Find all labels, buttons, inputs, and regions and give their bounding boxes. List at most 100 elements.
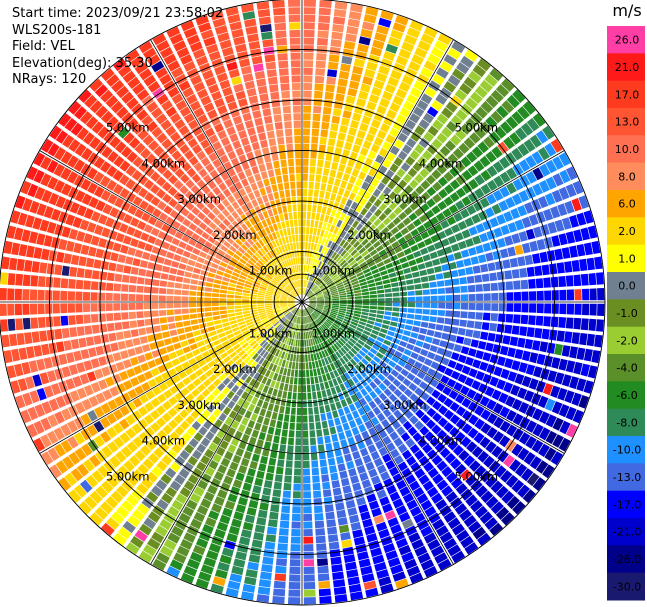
velocity-gate <box>419 269 428 277</box>
velocity-gate <box>50 383 61 396</box>
velocity-gate <box>249 302 257 305</box>
velocity-gate <box>511 479 525 493</box>
velocity-gate <box>262 341 269 349</box>
velocity-gate <box>196 443 207 454</box>
velocity-gate <box>180 420 190 431</box>
velocity-gate <box>344 141 353 151</box>
velocity-gate <box>75 279 84 290</box>
velocity-gate <box>294 249 297 258</box>
velocity-gate <box>15 273 24 286</box>
velocity-gate <box>305 354 308 362</box>
velocity-gate <box>480 183 491 195</box>
velocity-gate <box>167 532 181 544</box>
velocity-gate <box>211 388 221 397</box>
velocity-gate <box>414 387 424 397</box>
velocity-gate <box>259 257 267 265</box>
velocity-gate <box>288 305 296 309</box>
velocity-gate <box>490 480 504 494</box>
velocity-gate <box>75 314 84 325</box>
velocity-gate <box>413 106 425 117</box>
velocity-gate <box>382 141 392 151</box>
velocity-gate <box>258 212 265 221</box>
velocity-gate <box>496 237 506 248</box>
velocity-gate <box>161 138 173 150</box>
velocity-gate <box>180 539 193 550</box>
velocity-gate <box>352 450 361 460</box>
velocity-gate <box>214 369 223 378</box>
velocity-gate <box>479 396 490 407</box>
velocity-gate <box>415 256 424 264</box>
velocity-gate <box>243 313 251 318</box>
velocity-gate <box>564 261 573 273</box>
velocity-gate <box>385 335 394 342</box>
velocity-gate <box>226 264 235 271</box>
velocity-gate <box>320 367 325 375</box>
velocity-gate <box>264 361 271 369</box>
velocity-gate <box>550 451 563 466</box>
velocity-gate <box>554 372 565 385</box>
velocity-gate <box>302 226 306 234</box>
velocity-gate <box>182 283 190 290</box>
velocity-gate <box>409 506 422 517</box>
velocity-gate <box>378 528 390 539</box>
velocity-gate <box>330 336 337 343</box>
velocity-gate <box>462 410 473 421</box>
velocity-gate <box>249 296 257 300</box>
velocity-gate <box>200 139 211 149</box>
velocity-gate <box>168 244 178 253</box>
velocity-gate <box>370 298 378 302</box>
velocity-gate <box>578 395 589 409</box>
velocity-gate <box>207 484 218 495</box>
velocity-gate <box>74 401 86 414</box>
velocity-gate <box>272 106 282 115</box>
velocity-gate <box>306 281 310 288</box>
velocity-gate <box>175 247 184 256</box>
velocity-gate <box>525 155 537 168</box>
velocity-gate <box>235 238 243 246</box>
velocity-gate <box>409 393 419 403</box>
velocity-gate <box>375 318 383 323</box>
velocity-gate <box>574 289 582 301</box>
velocity-gate <box>193 107 205 118</box>
velocity-gate <box>332 300 340 302</box>
velocity-gate <box>68 451 81 465</box>
velocity-gate <box>342 390 350 399</box>
velocity-gate <box>542 464 555 479</box>
velocity-gate <box>361 264 369 271</box>
velocity-gate <box>159 518 172 531</box>
velocity-gate <box>171 525 184 537</box>
velocity-gate <box>308 306 315 311</box>
velocity-gate <box>281 359 286 368</box>
velocity-gate <box>346 413 354 422</box>
velocity-gate <box>482 352 492 362</box>
velocity-gate <box>79 479 93 493</box>
velocity-gate <box>305 288 309 296</box>
velocity-gate <box>90 235 100 246</box>
velocity-gate <box>344 316 352 321</box>
velocity-gate <box>286 452 294 461</box>
velocity-gate <box>232 271 240 278</box>
velocity-gate <box>106 413 117 425</box>
velocity-gate <box>74 143 87 157</box>
velocity-gate <box>54 264 63 276</box>
velocity-gate <box>105 240 115 250</box>
velocity-gate <box>105 217 115 228</box>
velocity-gate <box>335 502 345 511</box>
velocity-gate <box>532 408 543 421</box>
velocity-gate <box>302 415 308 423</box>
velocity-gate <box>321 237 326 246</box>
velocity-gate <box>18 347 28 360</box>
velocity-gate <box>249 217 257 226</box>
velocity-gate <box>470 256 479 265</box>
velocity-gate <box>457 268 466 277</box>
velocity-gate <box>392 307 400 312</box>
colorbar-tick-label: -26.0 <box>613 553 641 566</box>
velocity-gate <box>524 202 535 214</box>
velocity-gate <box>233 36 246 46</box>
velocity-gate <box>354 296 362 299</box>
velocity-gate <box>381 324 390 330</box>
velocity-gate <box>561 374 572 387</box>
velocity-gate <box>271 338 277 346</box>
velocity-gate <box>274 381 280 390</box>
velocity-gate <box>159 317 168 324</box>
